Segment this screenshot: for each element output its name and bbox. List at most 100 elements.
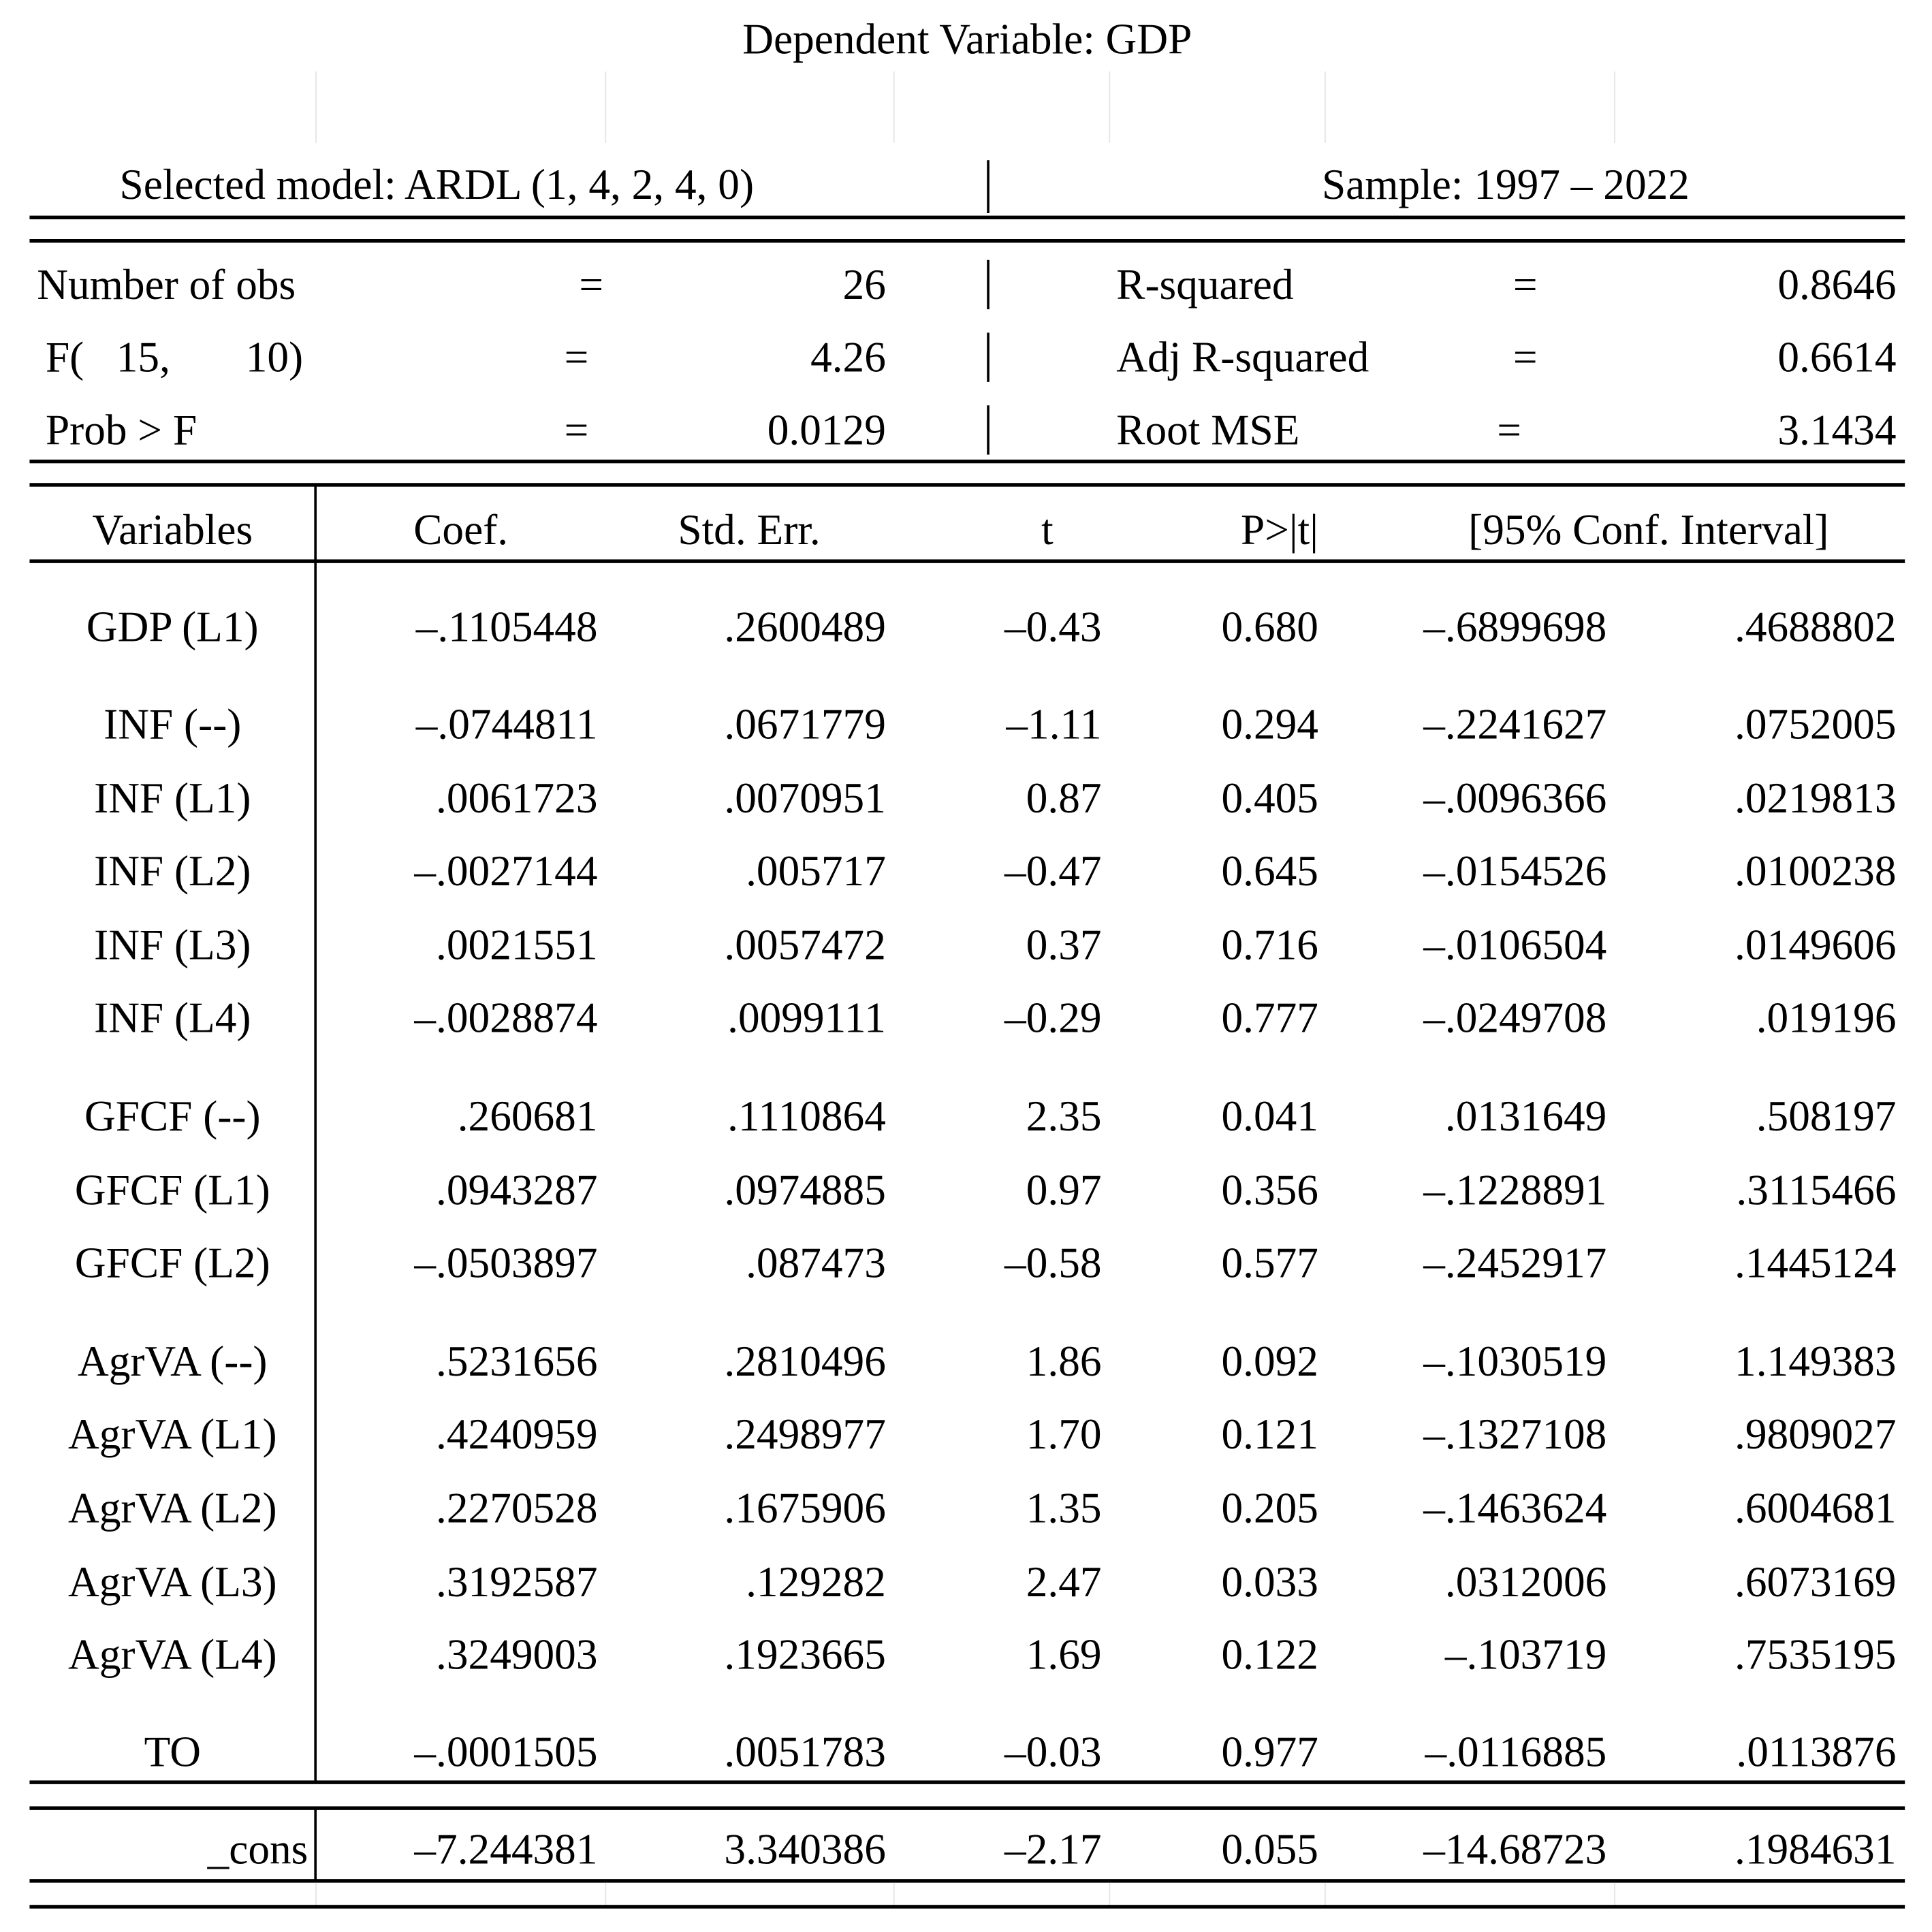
cell-hi: .0100238 — [1735, 846, 1897, 896]
variable-name: GDP (L1) — [86, 603, 259, 652]
header-variables: Variables — [92, 505, 253, 554]
variable-name: GFCF (--) — [84, 1092, 261, 1141]
sample-range: Sample: 1997 – 2022 — [1321, 161, 1690, 209]
header-t: t — [1041, 505, 1054, 554]
cell-coef: .2270528 — [436, 1484, 598, 1532]
cell-hi: .019196 — [1756, 994, 1897, 1042]
cell-coef: –.0503897 — [414, 1239, 598, 1287]
faint-divider — [605, 71, 607, 143]
variable-name: TO — [144, 1728, 201, 1777]
stat-label: Prob > F — [45, 406, 197, 454]
stat-label: Root MSE — [1116, 406, 1300, 454]
variable-name: _cons — [207, 1825, 308, 1874]
rule — [29, 459, 1905, 464]
divider — [987, 259, 989, 310]
cell-t: 0.87 — [1026, 774, 1102, 823]
cell-coef: .0061723 — [436, 774, 598, 823]
variable-name: INF (L3) — [94, 921, 251, 970]
cell-coef: .3192587 — [436, 1557, 598, 1606]
cell-p: 0.122 — [1221, 1630, 1318, 1679]
cell-t: 1.35 — [1026, 1484, 1102, 1532]
faint-divider — [315, 71, 317, 143]
rule — [29, 215, 1905, 220]
stat-value: 0.8646 — [1777, 260, 1897, 309]
divider — [987, 160, 989, 214]
rule — [29, 1780, 1905, 1784]
cell-lo: –14.68723 — [1423, 1825, 1607, 1874]
cell-lo: –.0096366 — [1423, 774, 1607, 823]
cell-p: 0.405 — [1221, 774, 1318, 823]
cell-t: –0.29 — [1004, 994, 1102, 1042]
variable-name: AgrVA (--) — [78, 1337, 268, 1386]
faint-divider — [1324, 71, 1326, 143]
faint-divider — [1614, 71, 1615, 143]
cell-coef: –.0027144 — [414, 846, 598, 896]
cell-coef: –.0028874 — [414, 994, 598, 1042]
cell-coef: .3249003 — [436, 1630, 598, 1679]
variable-column-divider — [314, 485, 317, 1782]
cell-p: 0.716 — [1221, 921, 1318, 970]
cell-coef: –7.244381 — [414, 1825, 598, 1874]
cell-se: .005717 — [746, 846, 886, 896]
rule — [29, 239, 1905, 243]
cell-coef: –.0744811 — [415, 700, 598, 749]
cell-coef: .5231656 — [436, 1337, 598, 1386]
cell-t: 1.69 — [1026, 1630, 1102, 1679]
cell-coef: –.0001505 — [414, 1728, 598, 1777]
variable-name: GFCF (L1) — [74, 1166, 270, 1215]
stat-value: 0.6614 — [1777, 333, 1897, 381]
cell-t: 2.47 — [1026, 1557, 1102, 1606]
cell-p: 0.577 — [1221, 1239, 1318, 1287]
cell-se: .1110864 — [727, 1092, 886, 1141]
variable-name: AgrVA (L3) — [67, 1557, 277, 1606]
equals-sign: = — [579, 260, 604, 309]
cell-t: 1.70 — [1026, 1410, 1102, 1459]
variable-name: AgrVA (L1) — [67, 1410, 277, 1459]
cell-p: 0.055 — [1221, 1825, 1318, 1874]
cell-coef: .0943287 — [436, 1166, 598, 1215]
equals-sign: = — [1497, 406, 1522, 454]
cell-se: .0671779 — [724, 700, 886, 749]
cell-lo: .0131649 — [1444, 1092, 1607, 1141]
cell-p: 0.121 — [1221, 1410, 1318, 1459]
cell-lo: –.0249708 — [1423, 994, 1607, 1042]
faint-divider — [605, 1882, 607, 1907]
table-title: Dependent Variable: GDP — [742, 15, 1192, 64]
cell-t: 0.37 — [1026, 921, 1102, 970]
cell-t: 0.97 — [1026, 1166, 1102, 1215]
faint-divider — [1109, 1882, 1111, 1907]
faint-divider — [315, 1882, 317, 1907]
cell-p: 0.680 — [1221, 603, 1318, 652]
cell-lo: –.6899698 — [1423, 603, 1607, 652]
cell-hi: .7535195 — [1735, 1630, 1897, 1679]
cell-coef: .4240959 — [436, 1410, 598, 1459]
cell-p: 0.977 — [1221, 1728, 1318, 1777]
cell-hi: .3115466 — [1736, 1166, 1897, 1215]
stat-value: 26 — [842, 260, 886, 309]
stat-value: 0.0129 — [767, 406, 886, 454]
faint-divider — [1109, 71, 1111, 143]
cell-hi: .6073169 — [1735, 1557, 1897, 1606]
cell-lo: –.1463624 — [1423, 1484, 1607, 1532]
cell-t: –1.11 — [1006, 700, 1102, 749]
cell-t: –0.43 — [1004, 603, 1102, 652]
rule — [29, 483, 1905, 487]
cell-se: .087473 — [746, 1239, 886, 1287]
rule — [29, 1879, 1905, 1883]
variable-name: INF (L2) — [94, 846, 251, 896]
cell-lo: .0312006 — [1444, 1557, 1607, 1606]
cell-t: 1.86 — [1026, 1337, 1102, 1386]
cell-hi: .508197 — [1756, 1092, 1897, 1141]
cell-lo: –.0116885 — [1425, 1728, 1607, 1777]
cell-p: 0.033 — [1221, 1557, 1318, 1606]
cell-coef: –.1105448 — [415, 603, 598, 652]
faint-divider — [1324, 1882, 1326, 1907]
cell-lo: –.2452917 — [1423, 1239, 1607, 1287]
cell-se: .0099111 — [727, 994, 886, 1042]
stat-label: R-squared — [1116, 260, 1294, 309]
stat-label: Adj R-squared — [1116, 333, 1369, 381]
equals-sign: = — [1513, 260, 1538, 309]
cell-lo: –.1030519 — [1423, 1337, 1607, 1386]
cell-t: –0.03 — [1004, 1728, 1102, 1777]
